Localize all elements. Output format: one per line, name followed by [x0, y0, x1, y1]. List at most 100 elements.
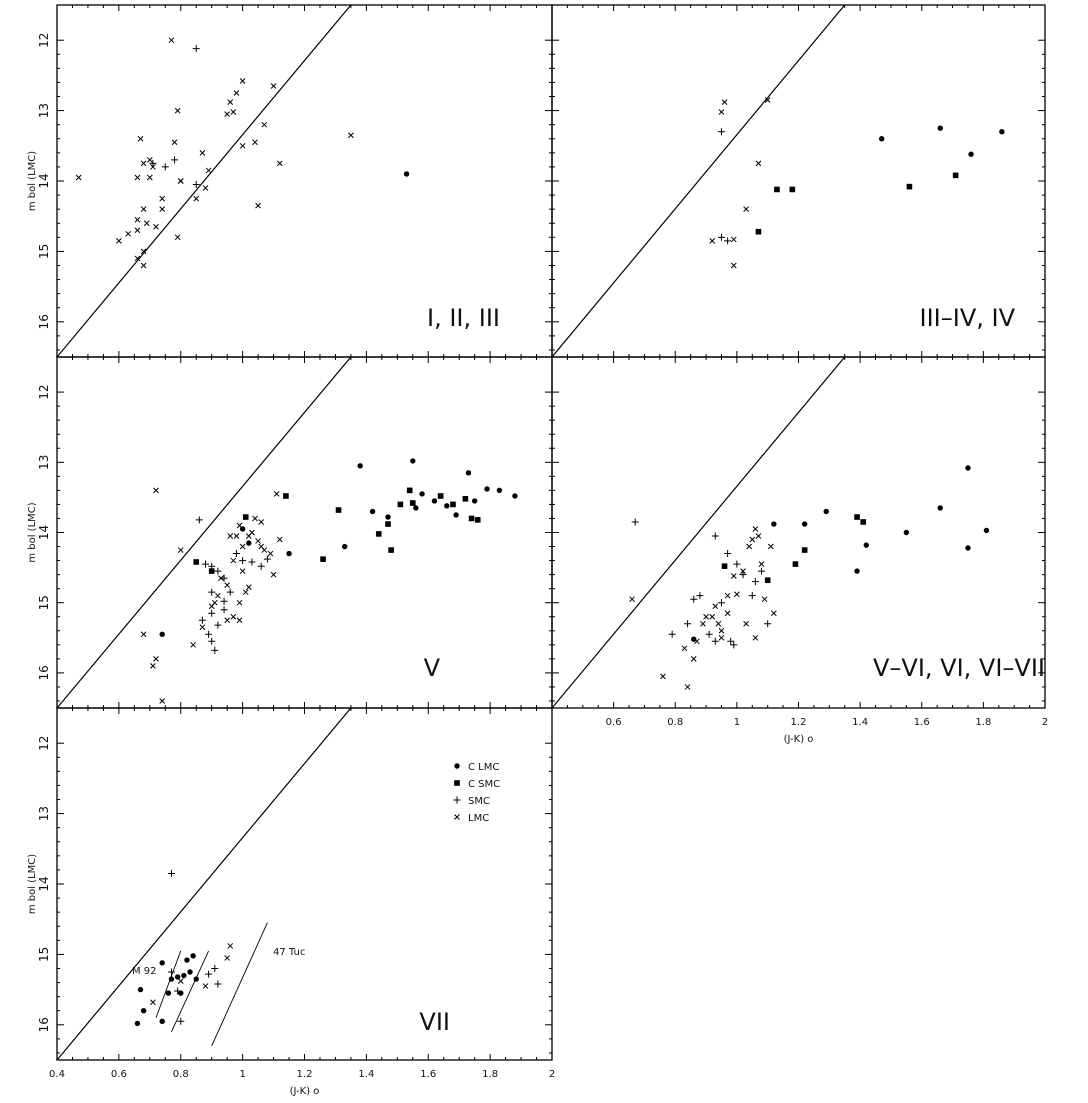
smc-point — [171, 156, 179, 164]
y-tick-label: 14 — [37, 173, 51, 188]
lmc-point — [255, 202, 261, 209]
sequence-line-3 — [171, 950, 210, 1033]
y-tick-label: 12 — [37, 33, 51, 48]
x-tick-label: 0.8 — [173, 1069, 189, 1080]
lmc-point — [193, 195, 200, 202]
lmc-point — [177, 547, 184, 553]
smc-point — [733, 560, 741, 568]
panel-frame — [56, 707, 553, 1061]
legend-label: C SMC — [468, 779, 500, 790]
lmc-point — [224, 582, 231, 589]
lmc-point — [227, 99, 234, 106]
c-lmc-point — [193, 976, 199, 982]
c-lmc-point — [801, 521, 808, 527]
lmc-point — [236, 617, 243, 624]
c-lmc-point — [385, 514, 391, 520]
c-lmc-point — [174, 974, 181, 980]
x-tick-label: 0.6 — [111, 1069, 127, 1080]
c-lmc-point — [140, 1008, 147, 1014]
lmc-point — [239, 543, 246, 550]
lmc-point — [261, 547, 268, 553]
smc-point — [202, 560, 209, 568]
lmc-point — [746, 543, 753, 550]
lmc-point — [159, 195, 166, 202]
smc-point — [211, 964, 219, 972]
c-smc-point — [801, 547, 808, 553]
y-tick-label: 16 — [37, 665, 51, 680]
x-tick-label: 0.6 — [606, 717, 622, 728]
x-tick-label: 1.4 — [852, 717, 868, 728]
c-lmc-point — [878, 136, 885, 142]
lmc-point — [140, 248, 147, 255]
c-lmc-point — [484, 486, 490, 492]
lmc-point — [767, 543, 774, 550]
x-tick-label: 1 — [734, 717, 740, 728]
lmc-point — [134, 255, 141, 262]
boundary-line — [57, 5, 352, 357]
lmc-point — [755, 160, 762, 167]
lmc-point — [224, 955, 231, 961]
c-lmc-point — [937, 505, 943, 511]
c-lmc-point — [496, 487, 503, 494]
legend-label: LMC — [468, 813, 489, 824]
lmc-point — [171, 139, 178, 146]
lmc-point — [730, 573, 737, 579]
lmc-point — [758, 561, 765, 567]
c-smc-point — [242, 514, 249, 520]
c-smc-point — [860, 519, 867, 525]
c-lmc-point — [823, 508, 829, 515]
smc-point — [198, 616, 206, 624]
smc-point — [711, 532, 719, 540]
c-lmc-point — [413, 505, 419, 511]
c-lmc-point — [184, 957, 190, 963]
lmc-point — [134, 216, 141, 223]
c-lmc-point — [771, 521, 777, 527]
lmc-point — [730, 262, 737, 269]
c-lmc-point — [246, 540, 252, 546]
lmc-point — [764, 97, 771, 103]
lmc-point — [348, 132, 354, 139]
lmc-point — [233, 90, 240, 96]
lmc-point — [159, 698, 166, 704]
smc-point — [214, 567, 222, 575]
smc-point — [220, 597, 228, 605]
x-tick-label: 1.8 — [482, 1069, 498, 1080]
c-lmc-point — [937, 125, 943, 131]
lmc-point — [143, 220, 150, 227]
boundary-line — [552, 357, 846, 708]
x-tick-label: 1.8 — [975, 717, 991, 728]
c-lmc-point — [369, 508, 376, 515]
c-smc-point — [906, 183, 913, 190]
smc-point — [226, 588, 234, 596]
c-lmc-point — [968, 151, 974, 157]
lmc-point — [752, 634, 759, 641]
smc-point — [205, 630, 213, 638]
c-smc-point — [462, 496, 469, 502]
x-tick-label: 1.2 — [297, 1069, 313, 1080]
lmc-point — [233, 533, 240, 539]
c-lmc-point — [471, 498, 478, 504]
smc-point — [764, 620, 772, 628]
smc-point — [717, 599, 725, 607]
c-lmc-point — [159, 960, 165, 966]
lmc-point — [700, 620, 706, 627]
lmc-point — [276, 536, 283, 543]
boundary-line — [57, 708, 352, 1060]
y-tick-label: 14 — [37, 525, 51, 540]
panel-3: 12 13 14 15 16 m bol (LMC) V — [27, 356, 553, 709]
x-tick-label: 2 — [1042, 717, 1048, 728]
lmc-point — [239, 568, 246, 574]
lmc-point — [227, 533, 234, 539]
c-lmc-point — [165, 990, 172, 996]
smc-point — [161, 163, 169, 171]
legend-marker-square — [454, 780, 460, 786]
lmc-point — [709, 237, 716, 244]
lmc-point — [224, 111, 231, 117]
smc-point — [177, 1017, 185, 1025]
lmc-point — [718, 634, 725, 641]
y-tick-label: 13 — [37, 806, 51, 821]
lmc-point — [730, 236, 737, 243]
lmc-point — [224, 617, 231, 624]
smc-point — [232, 550, 240, 558]
